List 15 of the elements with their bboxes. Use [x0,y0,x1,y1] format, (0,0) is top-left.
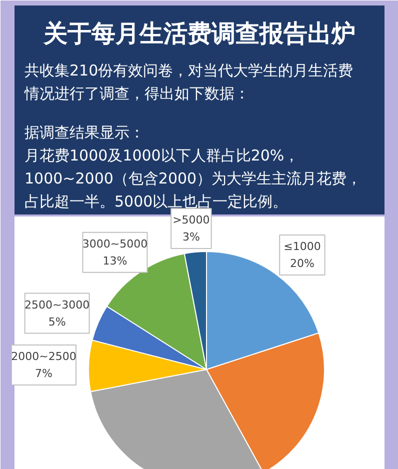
text: 1000~2000（包含2000）为大学生主流月花费，占比超一半。5000以上也占一定比例。 [24,170,362,210]
data-label: 3% [182,230,200,244]
text: 据调查结果显示： [24,124,144,142]
chart-title: 关于每月生活费调查报告出炉 [42,20,356,48]
chart-subtitle: 共收集210份有效问卷，对当代大学生的月生活费情况进行了调查，得出如下数据： [24,62,354,102]
data-label: 7% [35,367,52,380]
slice-label: >5000 [172,214,210,227]
slice-label: 2000~2500 [11,350,76,364]
data-label: 13% [102,254,128,268]
data-label: 5% [48,315,66,328]
slice-label: 2500~3000 [24,298,90,312]
data-label: 20% [290,256,314,270]
slice-label: 3000~5000 [82,237,148,250]
slice-label: ≤1000 [284,240,321,253]
text: 月花费1000及1000以下人群占比20%， [24,146,300,164]
